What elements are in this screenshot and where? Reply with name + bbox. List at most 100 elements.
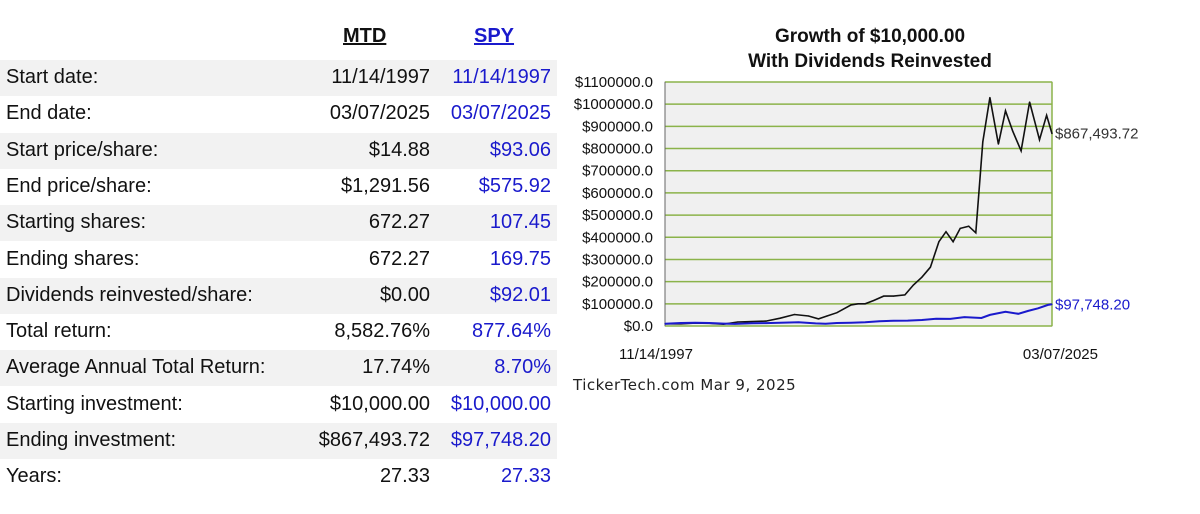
data-point	[893, 320, 895, 322]
table-row: Start price/share: $14.88 $93.06	[0, 132, 557, 169]
series-line-mtd	[665, 97, 1053, 326]
data-point	[968, 225, 970, 227]
data-point	[708, 322, 710, 324]
row-label: Ending investment:	[6, 429, 177, 451]
table-row: Years: 27.33 27.33	[0, 459, 557, 495]
table-row: Ending investment: $867,493.72 $97,748.20	[0, 423, 557, 459]
data-point	[680, 322, 682, 324]
mtd-value: 17.74%	[362, 356, 430, 379]
data-point	[952, 241, 954, 243]
data-point	[1004, 311, 1007, 313]
spy-value: $97,748.20	[450, 429, 551, 451]
data-point	[893, 295, 895, 297]
chart-title-line1: Growth of $10,000.00	[774, 26, 966, 47]
data-point	[1047, 304, 1049, 306]
spy-value: 11/14/1997	[452, 66, 551, 88]
mtd-value: $14.88	[368, 138, 430, 161]
data-point	[904, 294, 906, 296]
column-header-mtd[interactable]: MTD	[343, 25, 387, 47]
y-tick-label: $0.0	[624, 318, 653, 335]
data-point	[997, 143, 999, 145]
data-point	[734, 323, 736, 325]
spy-value: $93.06	[489, 138, 551, 161]
data-point	[1020, 150, 1022, 152]
data-point	[850, 304, 852, 306]
data-point	[878, 320, 880, 322]
y-tick-label: $1000000.0	[574, 96, 653, 113]
spy-value: 27.33	[500, 465, 551, 488]
data-point	[945, 231, 947, 233]
data-point	[1027, 310, 1029, 312]
chart-title: Growth of $10,000.00 With Dividends Rein…	[660, 24, 1080, 74]
row-label: Ending shares:	[6, 247, 140, 270]
row-label: Total return:	[6, 320, 112, 343]
y-tick-label: $300000.0	[582, 251, 653, 268]
data-point	[793, 313, 795, 316]
data-point	[1051, 303, 1053, 305]
y-tick-label: $200000.0	[582, 274, 653, 291]
plot-area	[664, 81, 1053, 327]
data-point	[975, 232, 977, 234]
data-point	[982, 141, 984, 143]
table-row: Total return: 8,582.76% 877.64%	[0, 314, 557, 350]
data-point	[722, 323, 725, 325]
table-row: Starting investment: $10,000.00 $10,000.00	[0, 387, 557, 423]
data-point	[857, 303, 859, 305]
data-point	[949, 318, 951, 320]
y-tick-label: $100000.0	[582, 296, 653, 313]
data-point	[883, 295, 885, 297]
y-tick-label: $700000.0	[582, 163, 653, 180]
data-point	[815, 322, 817, 324]
row-label: Dividends reinvested/share:	[6, 283, 253, 306]
spy-value: 107.45	[489, 211, 551, 234]
chart-footer: TickerTech.com Mar 9, 2025	[573, 376, 797, 394]
spy-value: $92.01	[489, 283, 551, 306]
growth-chart: $0.0 $100000.0 $200000.0 $300000.0 $400000.0…	[574, 74, 1139, 363]
data-point	[938, 241, 940, 243]
table-row: Average Annual Total Return: 17.74% 8.70%	[0, 350, 557, 387]
data-point	[751, 322, 753, 324]
data-point	[921, 319, 923, 321]
mtd-value: 27.33	[379, 465, 430, 488]
mtd-value: 11/14/1997	[331, 66, 430, 88]
data-point	[935, 318, 937, 320]
data-point	[907, 320, 909, 322]
row-label: Starting investment:	[6, 392, 183, 415]
mtd-value: 672.27	[368, 247, 430, 270]
data-point	[1051, 133, 1053, 135]
table-row: Dividends reinvested/share: $0.00 $92.01	[0, 277, 557, 314]
data-point	[929, 266, 931, 268]
table-row: Start date: 11/14/1997 11/14/1997	[0, 60, 557, 96]
data-point	[989, 314, 991, 316]
row-label: Years:	[6, 465, 62, 488]
data-point	[664, 323, 666, 325]
spy-value: 877.64%	[472, 320, 551, 343]
series-end-label: $867,493.72	[1055, 126, 1138, 143]
spy-value: 169.75	[489, 247, 551, 270]
data-point	[873, 299, 875, 302]
chart-title-line2: With Dividends Reinvested	[748, 51, 992, 72]
data-point	[959, 227, 961, 229]
series-line-spy	[664, 303, 1053, 325]
data-point	[836, 312, 838, 314]
data-point	[980, 317, 982, 319]
mtd-value: 672.27	[368, 211, 430, 234]
data-point	[836, 322, 838, 324]
data-point	[989, 96, 991, 99]
data-point	[825, 323, 827, 325]
table-row: End date: 03/07/2025 03/07/2025	[0, 96, 557, 132]
data-point	[850, 322, 852, 324]
data-point	[1004, 110, 1007, 112]
row-label: Start date:	[6, 66, 99, 88]
x-tick-label: 11/14/1997	[619, 346, 693, 363]
series-end-label: $97,748.20	[1055, 296, 1130, 313]
data-point	[1017, 313, 1019, 315]
column-header-spy[interactable]: SPY	[474, 25, 515, 47]
y-tick-label: $400000.0	[582, 229, 653, 246]
spy-value: 8.70%	[494, 356, 551, 379]
row-label: Starting shares:	[6, 211, 147, 234]
data-point	[1046, 114, 1048, 116]
data-point	[779, 322, 781, 324]
data-point	[864, 321, 866, 323]
data-point	[807, 315, 810, 317]
